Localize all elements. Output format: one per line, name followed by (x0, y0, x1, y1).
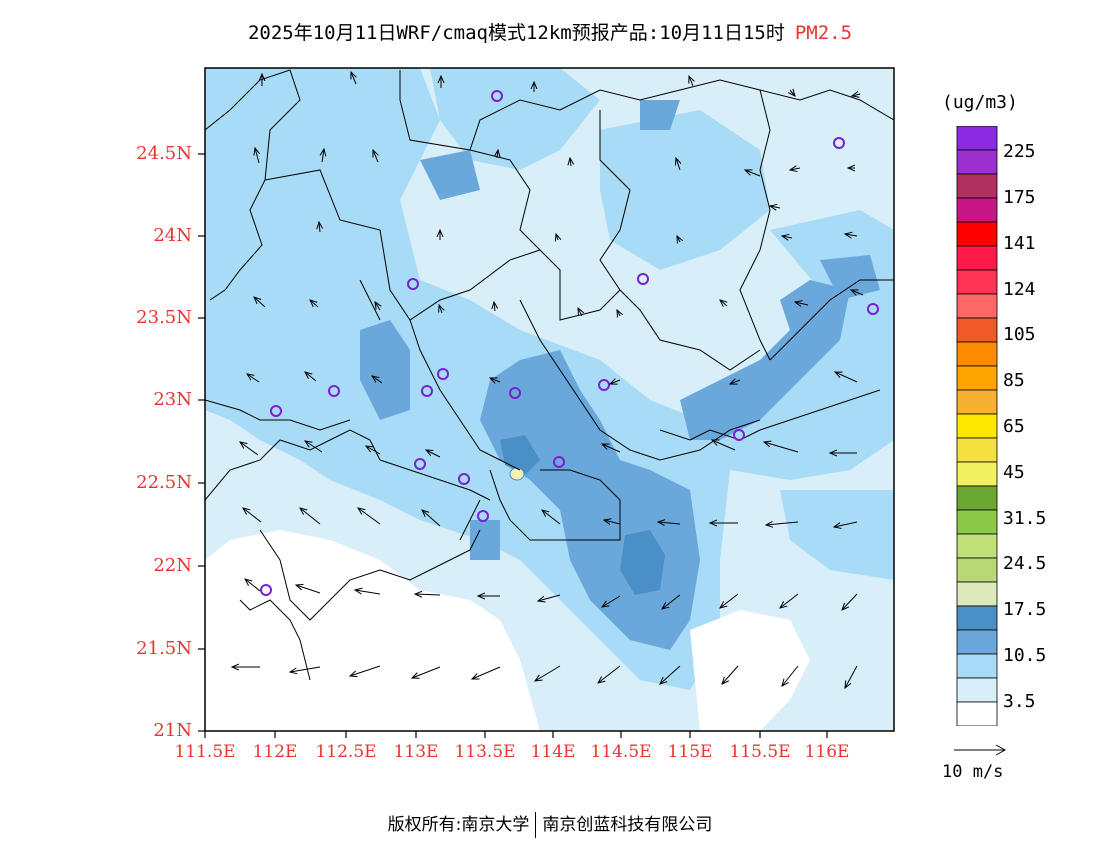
legend-swatch (956, 245, 998, 271)
legend-level: 10.5 (1003, 645, 1047, 666)
legend-level: 31.5 (1003, 508, 1047, 529)
legend-swatch (956, 126, 998, 151)
lon-tick: 114.5E (590, 742, 652, 762)
legend-level: 65 (1003, 416, 1025, 437)
legend-swatch (956, 173, 998, 199)
footer-separator (535, 812, 537, 838)
lat-tick: 21.5N (136, 638, 192, 659)
legend-swatch (956, 653, 998, 679)
lat-tick: 21N (153, 720, 192, 741)
lon-tick: 113.5E (454, 742, 516, 762)
lon-tick: 114E (530, 742, 576, 762)
copyright-left: 版权所有:南京大学 (387, 815, 530, 835)
legend-level: 225 (1003, 141, 1036, 162)
legend-swatch (956, 533, 998, 559)
legend-swatch (956, 269, 998, 295)
legend-swatch (956, 605, 998, 631)
lon-tick: 113E (393, 742, 439, 762)
lon-tick: 115.5E (729, 742, 791, 762)
legend-level: 105 (1003, 324, 1036, 345)
copyright-right: 南京创蓝科技有限公司 (542, 815, 713, 835)
legend-swatch (956, 317, 998, 343)
wind-scale-label: 10 m/s (942, 762, 1004, 782)
legend-swatch (956, 581, 998, 607)
lon-tick: 116E (804, 742, 850, 762)
legend-swatch (956, 341, 998, 367)
legend-swatch (956, 629, 998, 655)
legend-swatch (956, 365, 998, 391)
lon-tick: 112E (252, 742, 298, 762)
lat-tick: 23N (153, 389, 192, 410)
map-title: 2025年10月11日WRF/cmaq模式12km预报产品:10月11日15时 P… (0, 18, 1100, 45)
legend-swatch (956, 557, 998, 583)
monitoring-stations (260, 90, 879, 596)
legend-swatch (956, 437, 998, 463)
lon-tick: 111.5E (174, 742, 236, 762)
lon-tick: 115E (667, 742, 713, 762)
lat-tick: 22.5N (136, 472, 192, 493)
lat-tick: 24N (153, 225, 192, 246)
legend-level: 45 (1003, 462, 1025, 483)
legend-level: 85 (1003, 370, 1025, 391)
legend-level: 3.5 (1003, 691, 1036, 712)
legend-swatch (956, 509, 998, 535)
axis-ticks (198, 153, 828, 738)
legend-level: 141 (1003, 233, 1036, 254)
copyright-footer: 版权所有:南京大学 南京创蓝科技有限公司 (0, 810, 1100, 838)
legend-swatch (956, 389, 998, 415)
legend-swatch (956, 461, 998, 487)
legend-swatch (956, 701, 998, 726)
legend-unit: (ug/m3) (942, 92, 1018, 113)
wind-vectors (232, 72, 864, 688)
pollutant-label: PM2.5 (794, 22, 853, 44)
legend-level: 175 (1003, 187, 1036, 208)
legend-swatch (956, 677, 998, 703)
legend-swatch (956, 485, 998, 511)
boundaries (205, 69, 894, 681)
title-text: 2025年10月11日WRF/cmaq模式12km预报产品:10月11日15时 (247, 22, 785, 44)
legend-swatch (956, 149, 998, 175)
legend-level: 17.5 (1003, 599, 1047, 620)
concentration-field (205, 68, 894, 731)
legend-swatch (956, 221, 998, 247)
legend-swatch (956, 293, 998, 319)
legend-level: 24.5 (1003, 553, 1047, 574)
lon-tick: 112.5E (315, 742, 377, 762)
wind-scale-arrow (954, 744, 1007, 756)
legend-level: 124 (1003, 279, 1036, 300)
color-legend (956, 126, 998, 726)
lat-tick: 24.5N (136, 143, 192, 164)
legend-swatch (956, 197, 998, 223)
lat-tick: 23.5N (136, 307, 192, 328)
lat-tick: 22N (153, 555, 192, 576)
legend-swatch (956, 413, 998, 439)
